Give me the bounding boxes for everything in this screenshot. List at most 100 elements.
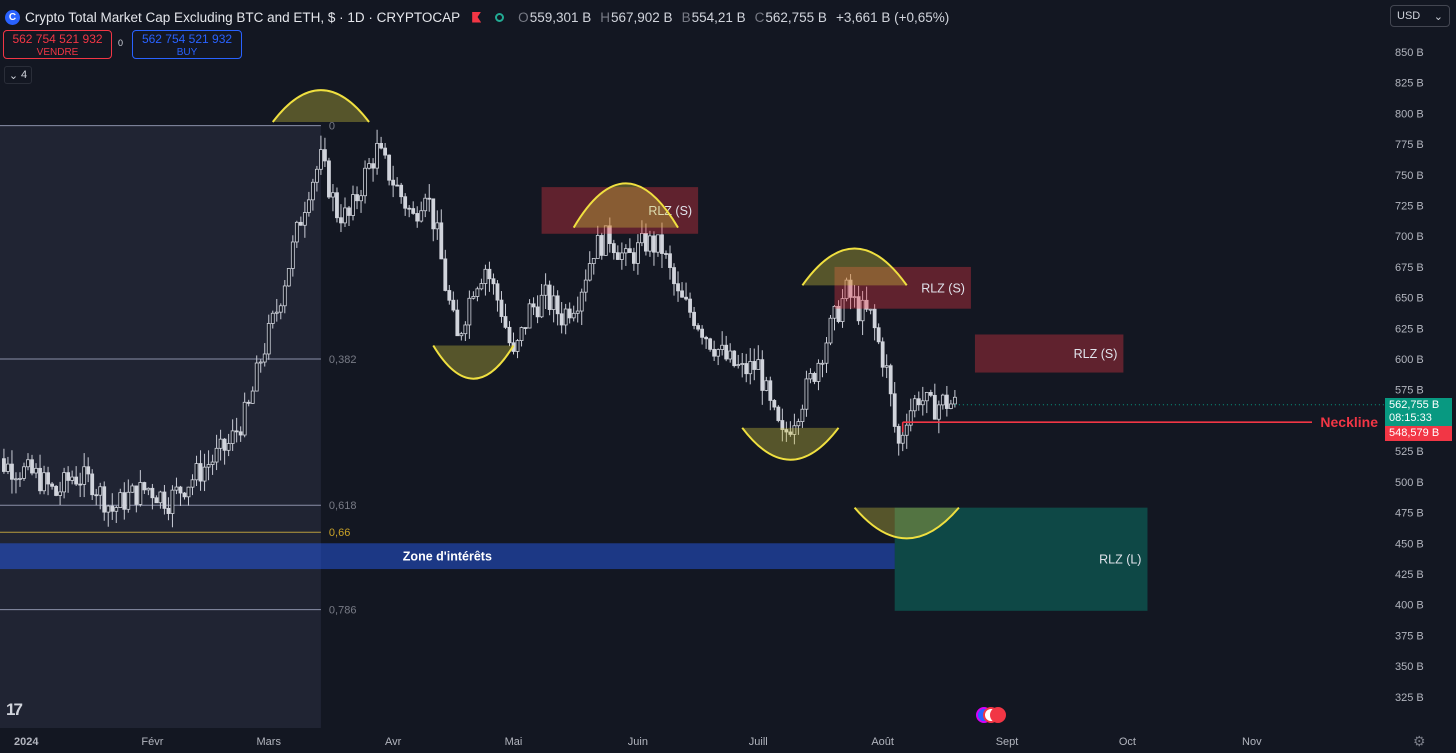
- candle-up: [270, 312, 275, 324]
- fib-area: [0, 125, 321, 728]
- economic-events-icon[interactable]: [976, 707, 1006, 725]
- candle-up: [656, 234, 660, 253]
- candle-up: [18, 477, 22, 480]
- candle-down: [198, 463, 203, 482]
- candle-up: [868, 308, 873, 311]
- candle-up: [242, 401, 247, 436]
- candle-up: [26, 459, 30, 468]
- neckline-price-label: 548,579 B: [1385, 426, 1452, 441]
- candle-down: [110, 505, 115, 512]
- top-arc: [271, 89, 370, 123]
- flag-icon[interactable]: [472, 11, 482, 23]
- symbol-title[interactable]: Crypto Total Market Cap Excluding BTC an…: [25, 9, 461, 25]
- y-tick-label: 575 B: [1395, 385, 1424, 397]
- high-value: 567,902 B: [611, 9, 673, 25]
- candle-down: [78, 483, 83, 486]
- top-arc: [801, 247, 908, 286]
- candle-down: [455, 309, 460, 337]
- candle-down: [708, 338, 713, 350]
- candle-up: [840, 298, 845, 322]
- tradingview-logo-icon[interactable]: 17: [6, 700, 23, 719]
- current-price-label: 562,755 B 08:15:33: [1385, 398, 1452, 426]
- buy-button[interactable]: 562 754 521 932 BUY: [132, 30, 242, 59]
- candle-down: [371, 163, 375, 169]
- zone-resistance: [541, 187, 699, 234]
- candle-down: [752, 361, 757, 370]
- candle-up: [900, 434, 905, 444]
- candle-down: [547, 284, 552, 310]
- top-arc: [572, 182, 679, 229]
- candle-down: [780, 420, 785, 430]
- candle-up: [728, 350, 733, 360]
- candle-down: [431, 198, 436, 230]
- x-tick-label: Févr: [141, 736, 163, 748]
- candle-up: [539, 294, 544, 318]
- candle-down: [772, 400, 777, 408]
- candle-up: [226, 443, 231, 451]
- candle-down: [298, 221, 303, 226]
- candle-up: [515, 340, 520, 352]
- candle-up: [42, 472, 46, 492]
- candle-up: [816, 362, 821, 382]
- currency-select[interactable]: USD ⌄: [1390, 5, 1450, 27]
- candle-down: [407, 207, 412, 210]
- candle-down: [499, 299, 504, 317]
- candle-up: [210, 461, 215, 465]
- candle-down: [696, 325, 700, 330]
- neckline-label: Neckline: [1320, 414, 1378, 430]
- fib-level-label: 0,66: [329, 527, 350, 539]
- gear-icon[interactable]: ⚙: [1413, 733, 1426, 749]
- zone-label: RLZ (S): [1074, 347, 1118, 361]
- candle-up: [824, 342, 829, 364]
- x-tick-label: Sept: [996, 736, 1019, 748]
- candle-down: [327, 160, 331, 198]
- candle-down: [503, 316, 508, 328]
- candle-up: [302, 212, 307, 226]
- candles: [2, 129, 957, 528]
- sell-button[interactable]: 562 754 521 932 VENDRE: [3, 30, 112, 59]
- candle-down: [676, 283, 680, 292]
- candle-up: [34, 467, 38, 474]
- candle-down: [607, 225, 612, 245]
- candle-up: [860, 299, 865, 322]
- candle-down: [507, 326, 512, 344]
- candle-up: [571, 312, 576, 319]
- candle-down: [94, 494, 99, 497]
- y-tick-label: 650 B: [1395, 293, 1424, 305]
- indicators-toggle[interactable]: ⌄ 4: [4, 66, 32, 84]
- candle-up: [924, 392, 929, 402]
- candle-up: [563, 308, 568, 326]
- candle-down: [182, 492, 187, 498]
- sell-price: 562 754 521 932: [12, 32, 103, 46]
- candle-down: [944, 394, 949, 409]
- candle-up: [603, 225, 608, 256]
- candle-up: [623, 248, 628, 254]
- candle-up: [290, 241, 295, 269]
- candle-down: [411, 208, 416, 214]
- candle-down: [339, 217, 343, 224]
- candle-up: [14, 478, 18, 481]
- candle-up: [435, 222, 440, 230]
- y-tick-label: 450 B: [1395, 538, 1424, 550]
- candle-up: [579, 291, 584, 312]
- candle-down: [896, 426, 901, 444]
- x-tick-label: Août: [871, 736, 894, 748]
- candle-up: [186, 486, 191, 498]
- candle-down: [238, 431, 243, 436]
- candle-down: [784, 429, 789, 433]
- candle-down: [611, 243, 616, 254]
- candle-up: [254, 362, 259, 392]
- candle-up: [82, 466, 87, 485]
- x-tick-label: Nov: [1242, 736, 1262, 748]
- candle-up: [519, 327, 524, 341]
- candle-down: [892, 393, 897, 427]
- candle-up: [948, 403, 953, 409]
- candle-down: [788, 431, 793, 435]
- candle-up: [331, 192, 335, 198]
- candle-down: [403, 196, 408, 209]
- candle-down: [150, 487, 155, 499]
- candle-down: [234, 430, 239, 433]
- candle-up: [936, 404, 941, 420]
- candle-up: [792, 425, 797, 435]
